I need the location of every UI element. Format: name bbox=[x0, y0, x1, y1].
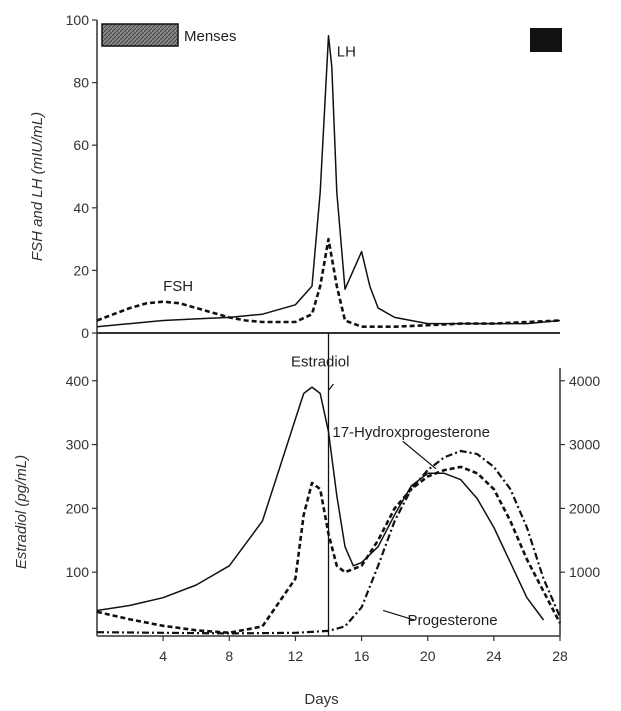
top-y-axis-label: FSH and LH (mIU/mL) bbox=[29, 112, 46, 261]
menses-legend-label: Menses bbox=[184, 28, 237, 45]
estradiol-leader-line bbox=[328, 383, 334, 391]
bottom-y2-tick-label: 4000 bbox=[569, 373, 600, 389]
annotation-fsh: FSH bbox=[163, 278, 193, 295]
x-axis-label: Days bbox=[304, 691, 338, 708]
series-fsh-line bbox=[96, 237, 561, 328]
annotation-progesterone: Progesterone bbox=[407, 612, 497, 629]
bottom-y-tick-label: 200 bbox=[66, 500, 90, 516]
annotation-17-hydroxprogesterone: 17-Hydroxprogesterone bbox=[332, 424, 490, 441]
bottom-y-tick-label: 300 bbox=[66, 437, 90, 453]
bottom-y-tick-label: 100 bbox=[66, 564, 90, 580]
top-y-tick-label: 40 bbox=[73, 200, 89, 216]
bottom-y-tick-label: 400 bbox=[66, 373, 90, 389]
top-y-tick-label: 60 bbox=[73, 137, 89, 153]
menses-legend-swatch bbox=[101, 23, 179, 47]
x-tick-label: 20 bbox=[420, 648, 436, 664]
x-tick-label: 24 bbox=[486, 648, 502, 664]
bottom-panel: 100 200 300 400 1000 2000 3000 4000 4 8 12 16 20 24 28… bbox=[13, 333, 600, 708]
progesterone-leader-line bbox=[382, 609, 415, 621]
x-tick-label: 12 bbox=[288, 648, 304, 664]
top-panel: 0 20 40 60 80 100 FSH and LH (mIU/mL) Menses LH F… bbox=[29, 12, 562, 341]
series-lh-line bbox=[96, 34, 561, 328]
x-tick-label: 28 bbox=[552, 648, 568, 664]
menses-marker-right bbox=[530, 28, 562, 52]
bottom-y-axis-label: Estradiol (pg/mL) bbox=[13, 455, 30, 569]
series-17-hydroxprogesterone-line bbox=[96, 465, 562, 635]
annotation-lh: LH bbox=[337, 43, 356, 60]
bottom-y2-tick-label: 1000 bbox=[569, 564, 600, 580]
series-progesterone-line bbox=[96, 449, 562, 635]
x-tick-label: 8 bbox=[225, 648, 233, 664]
annotation-estradiol: Estradiol bbox=[291, 354, 349, 371]
series-estradiol-line bbox=[96, 386, 545, 621]
bottom-y2-tick-label: 2000 bbox=[569, 500, 600, 516]
top-y-tick-label: 0 bbox=[81, 325, 89, 341]
bottom-y2-tick-label: 3000 bbox=[569, 437, 600, 453]
hydroxprogesterone-leader-line bbox=[402, 440, 437, 470]
top-y-tick-label: 100 bbox=[66, 12, 90, 28]
top-y-tick-label: 80 bbox=[73, 75, 89, 91]
top-y-tick-label: 20 bbox=[73, 262, 89, 278]
x-tick-label: 16 bbox=[354, 648, 370, 664]
x-tick-label: 4 bbox=[159, 648, 167, 664]
